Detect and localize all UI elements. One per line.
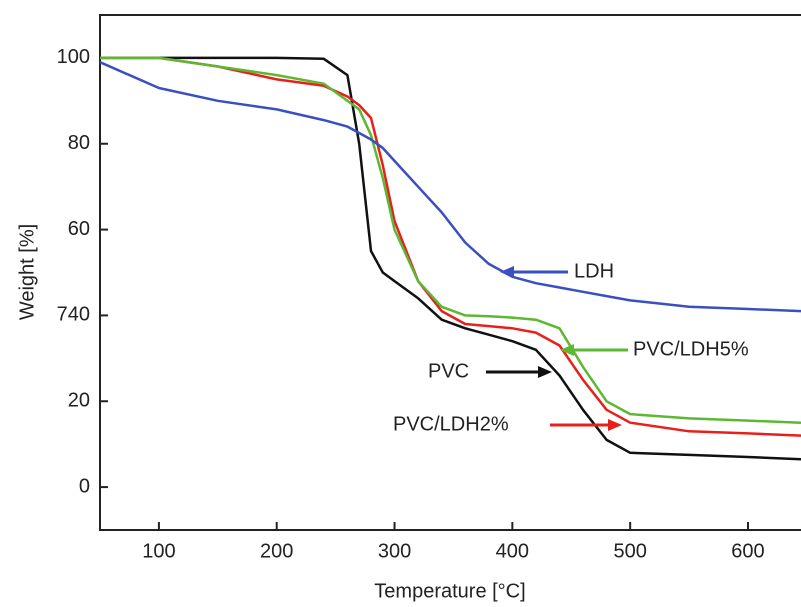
series-label: PVC/LDH5% [633,338,749,360]
series-line [100,56,801,424]
y-tick-label: 740 [57,304,90,326]
plot-frame [99,14,801,531]
series-label: LDH [574,260,614,282]
series-label: PVC/LDH2% [393,413,509,435]
series-label: PVC [428,360,469,382]
x-tick-label: 600 [731,540,764,562]
label-arrowhead [500,266,514,278]
x-axis-label: Temperature [°C] [374,580,525,602]
x-tick-label: 200 [260,540,293,562]
x-tick-label: 500 [613,540,646,562]
label-arrowhead [538,366,552,378]
y-tick-label: 0 [79,475,90,497]
y-tick-label: 80 [68,132,90,154]
label-arrowhead [608,419,622,431]
y-axis-label: Weight [%] [16,224,38,320]
y-tick-label: 60 [68,218,90,240]
series-line [100,56,801,437]
series-line [99,61,801,313]
y-tick-label: 100 [57,46,90,68]
label-arrowhead [560,344,574,356]
x-tick-label: 300 [378,540,411,562]
x-tick-label: 100 [142,540,175,562]
series-line [100,56,801,461]
y-tick-label: 20 [68,390,90,412]
x-tick-label: 400 [496,540,529,562]
